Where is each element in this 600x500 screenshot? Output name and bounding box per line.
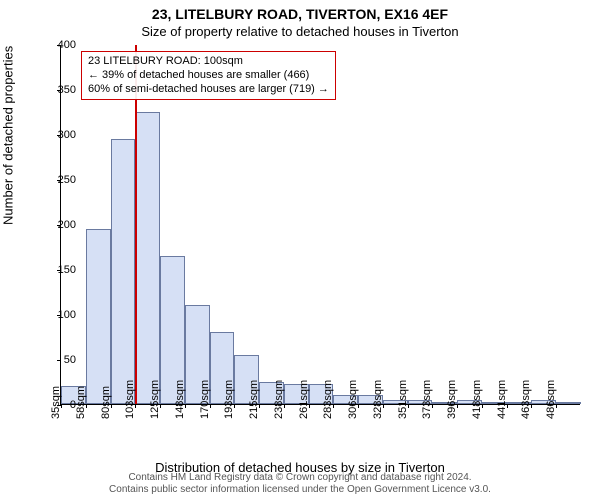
chart-container: 23, LITELBURY ROAD, TIVERTON, EX16 4EF S…	[0, 0, 600, 500]
y-axis-label: Number of detached properties	[1, 46, 16, 225]
annotation-box: 23 LITELBURY ROAD: 100sqm ← 39% of detac…	[81, 51, 336, 100]
y-tick-label: 50	[36, 354, 76, 366]
annotation-line2: ← 39% of detached houses are smaller (46…	[88, 69, 329, 83]
footer-line2: Contains public sector information licen…	[0, 484, 600, 496]
footer-attribution: Contains HM Land Registry data © Crown c…	[0, 472, 600, 496]
histogram-bar	[86, 229, 111, 405]
y-tick-label: 250	[36, 174, 76, 186]
annotation-line3: 60% of semi-detached houses are larger (…	[88, 83, 329, 97]
histogram-bar	[111, 139, 136, 405]
footer-line1: Contains HM Land Registry data © Crown c…	[0, 472, 600, 484]
y-tick-label: 400	[36, 39, 76, 51]
annotation-line1: 23 LITELBURY ROAD: 100sqm	[88, 55, 329, 69]
y-tick-label: 300	[36, 129, 76, 141]
y-tick-label: 150	[36, 264, 76, 276]
chart-title-line1: 23, LITELBURY ROAD, TIVERTON, EX16 4EF	[0, 6, 600, 22]
y-tick-label: 350	[36, 84, 76, 96]
y-tick-label: 100	[36, 309, 76, 321]
histogram-bar	[135, 112, 160, 405]
chart-title-line2: Size of property relative to detached ho…	[0, 24, 600, 39]
plot-area: 23 LITELBURY ROAD: 100sqm ← 39% of detac…	[60, 45, 580, 405]
histogram-bar	[556, 402, 581, 404]
y-tick-label: 200	[36, 219, 76, 231]
